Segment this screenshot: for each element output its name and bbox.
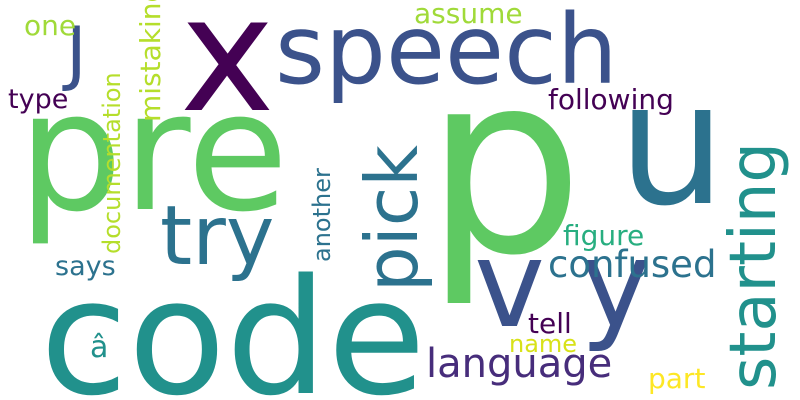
word-mistaking: another (308, 168, 336, 262)
word-another: figure (563, 219, 645, 252)
word-pick: pick (350, 145, 434, 292)
word-u: u (618, 46, 726, 244)
word-try: try (160, 189, 275, 284)
word-p: p (425, 19, 584, 310)
word-x: x (180, 0, 275, 148)
word-figure: mistaking (134, 0, 167, 122)
word-type: type (8, 84, 69, 115)
word-starting: starting (717, 141, 791, 390)
word-speech: speech (275, 0, 618, 106)
word-says: says (55, 251, 116, 282)
word-documentation: documentation (98, 72, 126, 254)
word-v: v (474, 216, 546, 355)
word-language: language (426, 341, 613, 387)
word-pre: pre (18, 56, 289, 248)
word-assume: assume (414, 0, 523, 30)
word-a-circumflex: â (90, 330, 109, 365)
word-code: code (40, 244, 426, 400)
word-confused: confused (548, 243, 717, 286)
word-following: following (548, 83, 674, 116)
word-one: one (24, 9, 77, 42)
word-y: y (580, 216, 652, 355)
word-j: J (66, 12, 87, 94)
word-tell: tell (528, 307, 572, 340)
word-name: name (509, 330, 578, 358)
word-part: part (648, 362, 706, 395)
